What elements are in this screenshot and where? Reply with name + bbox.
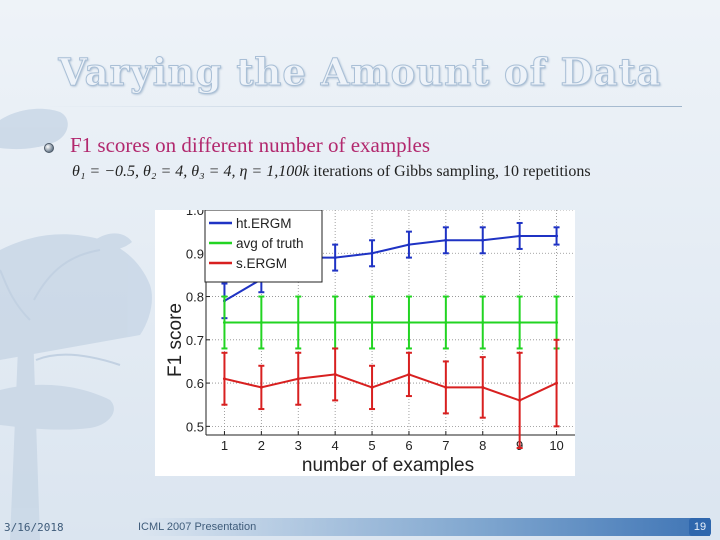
- avg-of-truth-point-4: [333, 321, 337, 324]
- avg-of-truth-point-6: [407, 321, 411, 324]
- slide-title: Varying the Amount of Data: [58, 50, 662, 95]
- s-ergm-point-6: [407, 372, 411, 376]
- x-tick-label-7: 7: [442, 438, 449, 453]
- avg-of-truth-point-3: [296, 321, 300, 324]
- y-axis-label: F1 score: [165, 303, 186, 377]
- x-tick-label-10: 10: [549, 438, 563, 453]
- f1-score-chart: 0.50.60.70.80.91.012345678910 ht.ERGMavg…: [155, 210, 575, 476]
- s-ergm-point-8: [481, 385, 485, 389]
- legend-label-avg-of-truth: avg of truth: [236, 236, 304, 251]
- x-tick-label-1: 1: [221, 438, 228, 453]
- avg-of-truth-point-9: [518, 321, 522, 324]
- s-ergm-point-10: [555, 381, 559, 385]
- s-ergm-point-9: [518, 398, 522, 402]
- y-tick-label-0.6: 0.6: [186, 376, 204, 391]
- bullet-icon: [44, 143, 54, 153]
- footer-date: 3/16/2018: [4, 521, 64, 534]
- avg-of-truth-point-10: [555, 321, 559, 324]
- ht-ergm-point-6: [407, 243, 411, 247]
- s-ergm-point-1: [222, 377, 226, 381]
- s-ergm-point-4: [333, 372, 337, 376]
- x-tick-label-2: 2: [258, 438, 265, 453]
- avg-of-truth-point-5: [370, 321, 374, 324]
- x-tick-label-3: 3: [295, 438, 302, 453]
- title-divider: [40, 106, 682, 107]
- footer-title: ICML 2007 Presentation: [138, 521, 257, 533]
- s-ergm-point-3: [296, 377, 300, 381]
- legend-label-s-ergm: s.ERGM: [236, 256, 287, 271]
- x-tick-label-6: 6: [405, 438, 412, 453]
- ht-ergm-point-8: [481, 238, 485, 242]
- ht-ergm-point-9: [518, 234, 522, 238]
- y-tick-label-0.5: 0.5: [186, 419, 204, 434]
- ht-ergm-point-10: [555, 234, 559, 238]
- s-ergm-point-2: [259, 385, 263, 389]
- ht-ergm-point-7: [444, 238, 448, 242]
- avg-of-truth-point-2: [259, 321, 263, 324]
- s-ergm-point-7: [444, 385, 448, 389]
- legend-label-ht-ergm: ht.ERGM: [236, 216, 292, 231]
- ht-ergm-point-4: [333, 256, 337, 260]
- series-s-ergm: [221, 338, 560, 449]
- ht-ergm-point-5: [370, 251, 374, 255]
- y-tick-label-1.0: 1.0: [186, 210, 204, 218]
- page-number: 19: [689, 518, 711, 536]
- footer-bar: [140, 518, 710, 536]
- y-tick-label-0.7: 0.7: [186, 333, 204, 348]
- series-avg-of-truth: [221, 295, 560, 350]
- s-ergm-line: [224, 373, 557, 402]
- avg-of-truth-point-7: [444, 321, 448, 324]
- x-axis-label: number of examples: [302, 455, 474, 476]
- x-tick-label-4: 4: [332, 438, 339, 453]
- parameters-description: iterations of Gibbs sampling, 10 repetit…: [309, 163, 591, 180]
- x-tick-label-8: 8: [479, 438, 486, 453]
- bullet-text: F1 scores on different number of example…: [70, 133, 431, 157]
- y-tick-label-0.9: 0.9: [186, 246, 204, 261]
- x-tick-label-5: 5: [368, 438, 375, 453]
- y-tick-label-0.8: 0.8: [186, 290, 204, 305]
- parameters-line: θ₁ = −0.5, θ₂ = 4, θ₃ = 4, η = 1,100k it…: [72, 163, 591, 181]
- parameters-formula: θ₁ = −0.5, θ₂ = 4, θ₃ = 4, η = 1,100k: [72, 163, 310, 180]
- s-ergm-point-5: [370, 385, 374, 389]
- avg-of-truth-point-8: [481, 321, 485, 324]
- avg-of-truth-point-1: [222, 321, 226, 324]
